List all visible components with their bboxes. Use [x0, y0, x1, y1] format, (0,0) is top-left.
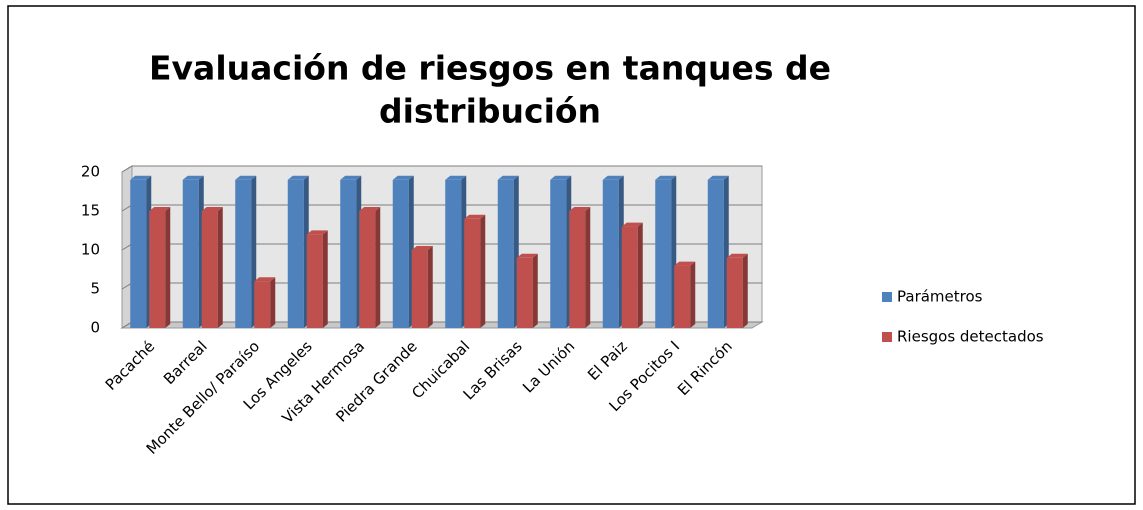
legend-swatch [882, 292, 892, 302]
bar-top [621, 222, 643, 227]
bar-top [497, 175, 519, 180]
bar [707, 179, 724, 328]
bar-top [411, 246, 433, 250]
bar-side [270, 277, 276, 328]
bar-top [550, 175, 572, 180]
bar-top [235, 175, 257, 180]
bar-side [427, 246, 433, 328]
bar-side [585, 207, 591, 328]
bar [130, 179, 147, 328]
bar-top [726, 253, 748, 258]
bar-side [690, 261, 696, 328]
bar-top [201, 207, 223, 211]
bar-side [322, 230, 328, 328]
bar [516, 257, 533, 328]
chart-title: distribución [379, 92, 601, 131]
bar-top [445, 175, 467, 180]
bar [340, 179, 357, 328]
bar-side [532, 253, 538, 328]
bar-top [130, 175, 152, 180]
bar-top [287, 175, 309, 180]
y-tick-label: 15 [81, 202, 100, 220]
bar [655, 179, 672, 328]
bar [621, 226, 638, 328]
bar [569, 211, 586, 328]
bar [254, 281, 271, 328]
bar-side [742, 253, 748, 328]
bar-top [602, 175, 624, 180]
bar-top [569, 207, 591, 211]
bar-side [165, 207, 171, 328]
y-tick-label: 5 [90, 280, 100, 298]
bar [182, 179, 199, 328]
legend-label: Riesgos detectados [897, 328, 1044, 346]
bar [464, 218, 481, 328]
bar-side [375, 207, 381, 328]
bar-top [340, 175, 362, 180]
bar [411, 250, 428, 328]
bar [306, 234, 323, 328]
bar-top [392, 175, 414, 180]
bar [550, 179, 567, 328]
legend-swatch [882, 332, 892, 342]
bar [149, 211, 166, 328]
bar-top [516, 253, 538, 258]
bar [497, 179, 514, 328]
bar-top [149, 207, 171, 211]
bar-top [655, 175, 677, 180]
bar-side [480, 214, 486, 328]
y-tick-label: 10 [81, 241, 100, 259]
bar [287, 179, 304, 328]
y-tick-label: 20 [81, 163, 100, 181]
bar-top [254, 277, 276, 282]
chart-title: Evaluación de riesgos en tanques de [149, 49, 831, 88]
grid-line [121, 165, 762, 173]
bar [235, 179, 252, 328]
bar [201, 211, 218, 328]
bar-top [674, 261, 696, 266]
bar [674, 265, 691, 328]
bar-side [217, 207, 223, 328]
legend-label: Parámetros [897, 288, 983, 306]
bar-top [464, 214, 486, 219]
bar-top [306, 230, 328, 235]
bar-top [359, 207, 381, 211]
bar-top [182, 175, 204, 180]
bar [445, 179, 462, 328]
bar [359, 211, 376, 328]
bar-top [707, 175, 729, 180]
bar [726, 257, 743, 328]
bar [392, 179, 409, 328]
y-tick-label: 0 [90, 319, 100, 337]
bar-side [637, 222, 643, 328]
bar [602, 179, 619, 328]
